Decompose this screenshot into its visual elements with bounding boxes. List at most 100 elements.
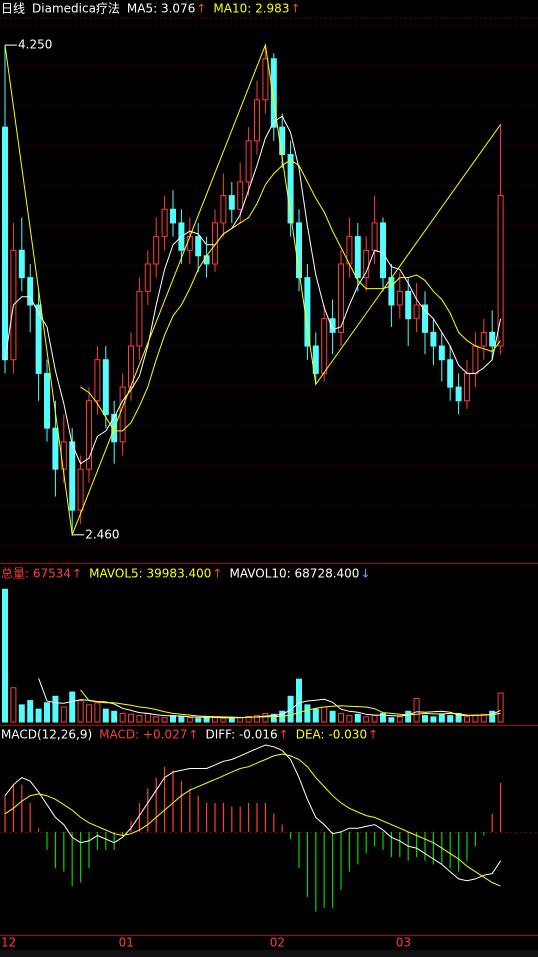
candle-body xyxy=(136,290,143,347)
legend-item: MAVOL10: 68728.400 xyxy=(229,567,359,581)
volume-bar xyxy=(371,715,378,723)
candle-body xyxy=(430,331,437,347)
candle-body xyxy=(203,255,210,265)
x-tick-label: 03 xyxy=(396,936,411,950)
volume-bar xyxy=(69,691,76,723)
candle-body xyxy=(304,277,311,347)
volume-bar xyxy=(2,588,8,723)
volume-bar xyxy=(262,712,269,723)
legend-item: MACD(12,26,9) xyxy=(1,728,92,742)
candle-body xyxy=(338,263,344,333)
volume-bar xyxy=(480,713,487,723)
legend-item: 总量: 67534 xyxy=(1,567,71,581)
candle-body xyxy=(102,359,109,415)
candle-body xyxy=(270,58,277,128)
candle-body xyxy=(396,290,403,306)
extreme-label: 4.250 xyxy=(18,38,52,52)
volume-bar xyxy=(153,716,160,723)
candle-body xyxy=(472,345,479,374)
legend-item: DIFF: -0.016 xyxy=(205,728,277,742)
candle-body xyxy=(44,372,50,429)
candle-body xyxy=(405,290,412,320)
candle-body xyxy=(354,236,361,279)
candle-body xyxy=(86,400,92,470)
volume-bar xyxy=(10,687,17,723)
toolbar-strip xyxy=(0,950,538,957)
legend-item: ↑ xyxy=(188,728,198,742)
volume-bar xyxy=(245,715,252,723)
zigzag-line xyxy=(4,43,502,537)
candle-body xyxy=(262,58,269,101)
legend-item: ↑ xyxy=(290,2,300,16)
legend-item: MACD: +0.027 xyxy=(99,728,187,742)
volume-bar xyxy=(44,702,50,723)
candle-body xyxy=(321,318,328,374)
x-tick-label: 02 xyxy=(270,936,285,950)
volume-bar xyxy=(102,708,109,723)
volume-bar xyxy=(237,717,244,723)
volume-bar xyxy=(178,716,185,723)
candle-body xyxy=(228,195,235,210)
volume-bar xyxy=(170,715,176,723)
volume-bar xyxy=(464,716,470,723)
volume-bar xyxy=(287,695,294,723)
volume-bar xyxy=(363,716,370,723)
legend-item: ↑ xyxy=(279,728,289,742)
candle-body xyxy=(77,468,84,511)
candle-body xyxy=(312,345,319,374)
candle-body xyxy=(480,331,487,347)
volume-bar xyxy=(329,710,336,723)
candle-body xyxy=(94,359,101,402)
volume-bar xyxy=(128,713,134,723)
candle-body xyxy=(170,208,176,224)
x-tick-label: 01 xyxy=(119,936,134,950)
candle-body xyxy=(52,427,59,470)
volume-bar xyxy=(438,713,445,723)
candle-body xyxy=(380,222,386,279)
candle-body xyxy=(296,222,302,279)
candle-body xyxy=(422,304,428,333)
x-tick-label: 12 xyxy=(1,936,16,950)
volume-bar xyxy=(312,708,319,723)
candle-body xyxy=(69,441,76,511)
volume-bar xyxy=(497,692,504,723)
volume-bar xyxy=(489,710,496,723)
diff-line xyxy=(4,744,502,882)
legend-item: MA10: 2.983 xyxy=(213,2,289,16)
candle-body xyxy=(329,318,336,333)
volume-bar xyxy=(136,715,143,723)
candle-body xyxy=(195,236,202,257)
volume-bar xyxy=(296,678,302,723)
volume-bar xyxy=(35,708,42,723)
candle-body xyxy=(363,249,370,279)
volume-bar xyxy=(321,706,328,723)
candle-body xyxy=(60,441,67,470)
candle-body xyxy=(388,277,395,306)
candle-body xyxy=(220,195,227,224)
volume-bar xyxy=(413,697,420,723)
volume-bar xyxy=(405,710,412,723)
ma5-line xyxy=(4,115,502,465)
mavol10-line xyxy=(80,689,501,719)
volume-bar xyxy=(220,717,227,723)
volume-bar xyxy=(144,712,151,723)
volume-bar xyxy=(430,716,437,723)
legend-item: ↑ xyxy=(72,567,82,581)
volume-bar xyxy=(254,715,260,723)
candle-body xyxy=(186,236,193,251)
mavol5-line xyxy=(38,678,501,719)
volume-bar xyxy=(388,717,395,723)
volume-bar xyxy=(52,695,59,723)
candle-body xyxy=(161,208,168,238)
volume-bar xyxy=(380,712,386,723)
volume-bar xyxy=(27,700,34,723)
legend-item: ↑ xyxy=(196,2,206,16)
legend-item: ↓ xyxy=(360,567,370,581)
candle-body xyxy=(447,359,454,388)
volume-bar xyxy=(447,715,454,723)
volume-bar xyxy=(111,710,118,723)
legend-item: DEA: -0.030 xyxy=(296,728,367,742)
volume-bar xyxy=(94,702,101,723)
volume-bar xyxy=(18,704,25,723)
